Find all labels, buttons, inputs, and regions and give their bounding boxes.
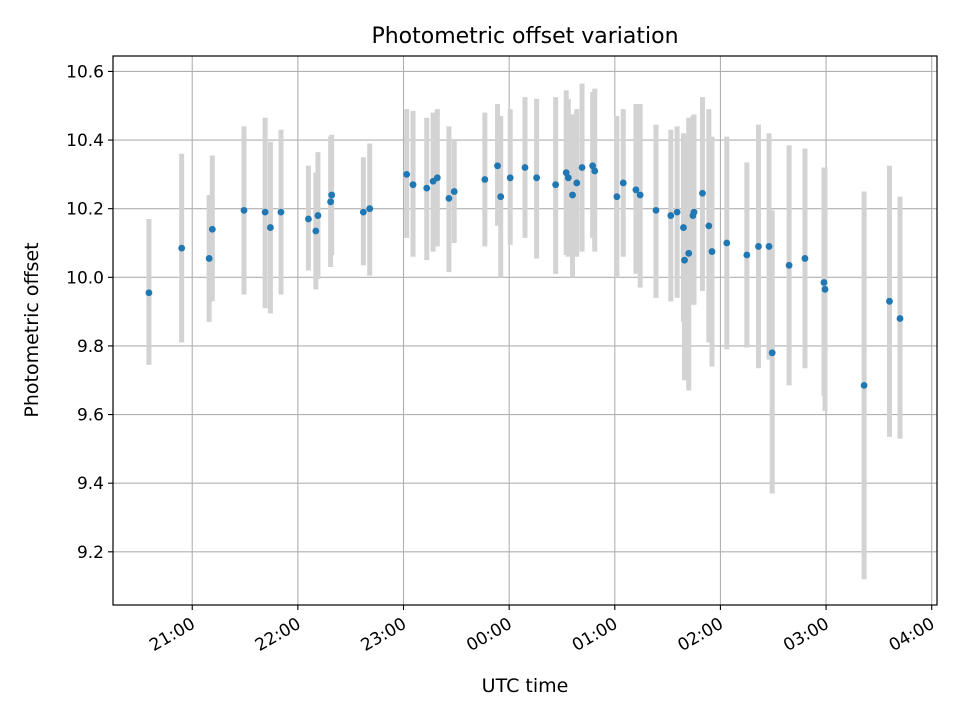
- data-point: [433, 174, 441, 182]
- data-point: [328, 191, 336, 199]
- y-tick-label: 9.2: [77, 543, 104, 563]
- data-point: [178, 244, 186, 252]
- data-point: [723, 239, 731, 247]
- data-point: [708, 248, 716, 255]
- data-point: [494, 162, 501, 170]
- data-point: [423, 184, 431, 192]
- data-point: [886, 297, 893, 305]
- data-point: [261, 208, 269, 216]
- y-tick-label: 10.2: [66, 200, 104, 220]
- y-axis-ticks: 9.2 9.4 9.6 9.8 10.0 10.2 10.4 10.6: [66, 62, 113, 563]
- data-point: [755, 243, 762, 250]
- data-point: [785, 261, 793, 269]
- data-point: [860, 382, 868, 389]
- data-point: [681, 256, 688, 264]
- data-point: [145, 289, 153, 297]
- y-tick-label: 9.6: [77, 406, 104, 426]
- data-point: [673, 208, 681, 216]
- data-point: [743, 251, 751, 259]
- data-point: [409, 181, 417, 189]
- y-tick-label: 9.4: [77, 474, 104, 494]
- data-point: [277, 208, 285, 216]
- data-point: [896, 315, 904, 322]
- data-point: [821, 285, 829, 293]
- data-point: [359, 208, 367, 216]
- y-tick-label: 9.8: [77, 337, 104, 357]
- data-point: [591, 167, 599, 175]
- data-point: [569, 191, 576, 199]
- data-point: [327, 198, 335, 206]
- y-tick-label: 10.0: [66, 268, 104, 288]
- data-point: [533, 174, 541, 182]
- data-point: [768, 349, 776, 357]
- data-point: [705, 222, 713, 230]
- y-axis-label: Photometric offset: [21, 242, 43, 417]
- data-point: [562, 169, 570, 177]
- data-point: [613, 193, 621, 201]
- data-point: [305, 215, 312, 223]
- data-point: [312, 227, 320, 235]
- y-tick-label: 10.6: [66, 62, 104, 82]
- data-point: [820, 279, 828, 286]
- data-point: [578, 164, 586, 171]
- data-point: [636, 191, 644, 199]
- plot-frame: [112, 55, 938, 606]
- data-points: [145, 162, 904, 389]
- data-point: [521, 164, 529, 171]
- data-point: [506, 174, 514, 182]
- data-point: [208, 225, 216, 233]
- data-point: [205, 255, 213, 262]
- data-point: [652, 207, 660, 214]
- y-tick-label: 10.4: [66, 131, 104, 151]
- data-point: [240, 207, 248, 214]
- data-point: [632, 186, 640, 194]
- data-point: [619, 179, 627, 187]
- data-point: [366, 205, 374, 213]
- x-axis-label: UTC time: [482, 675, 569, 697]
- data-point: [801, 255, 809, 262]
- data-point: [497, 193, 505, 201]
- data-point: [667, 212, 675, 219]
- data-point: [573, 179, 581, 187]
- data-point: [564, 174, 572, 182]
- data-point: [589, 162, 597, 170]
- data-point: [680, 224, 687, 231]
- data-point: [481, 176, 489, 183]
- data-point: [552, 181, 560, 189]
- data-point: [765, 243, 773, 250]
- data-point: [314, 212, 322, 219]
- data-point: [267, 224, 274, 231]
- chart-title: Photometric offset variation: [371, 24, 678, 49]
- data-point: [690, 208, 698, 216]
- data-point: [445, 194, 453, 202]
- data-point: [699, 189, 706, 197]
- data-point: [403, 170, 411, 178]
- data-point: [685, 249, 693, 257]
- data-point: [450, 188, 458, 195]
